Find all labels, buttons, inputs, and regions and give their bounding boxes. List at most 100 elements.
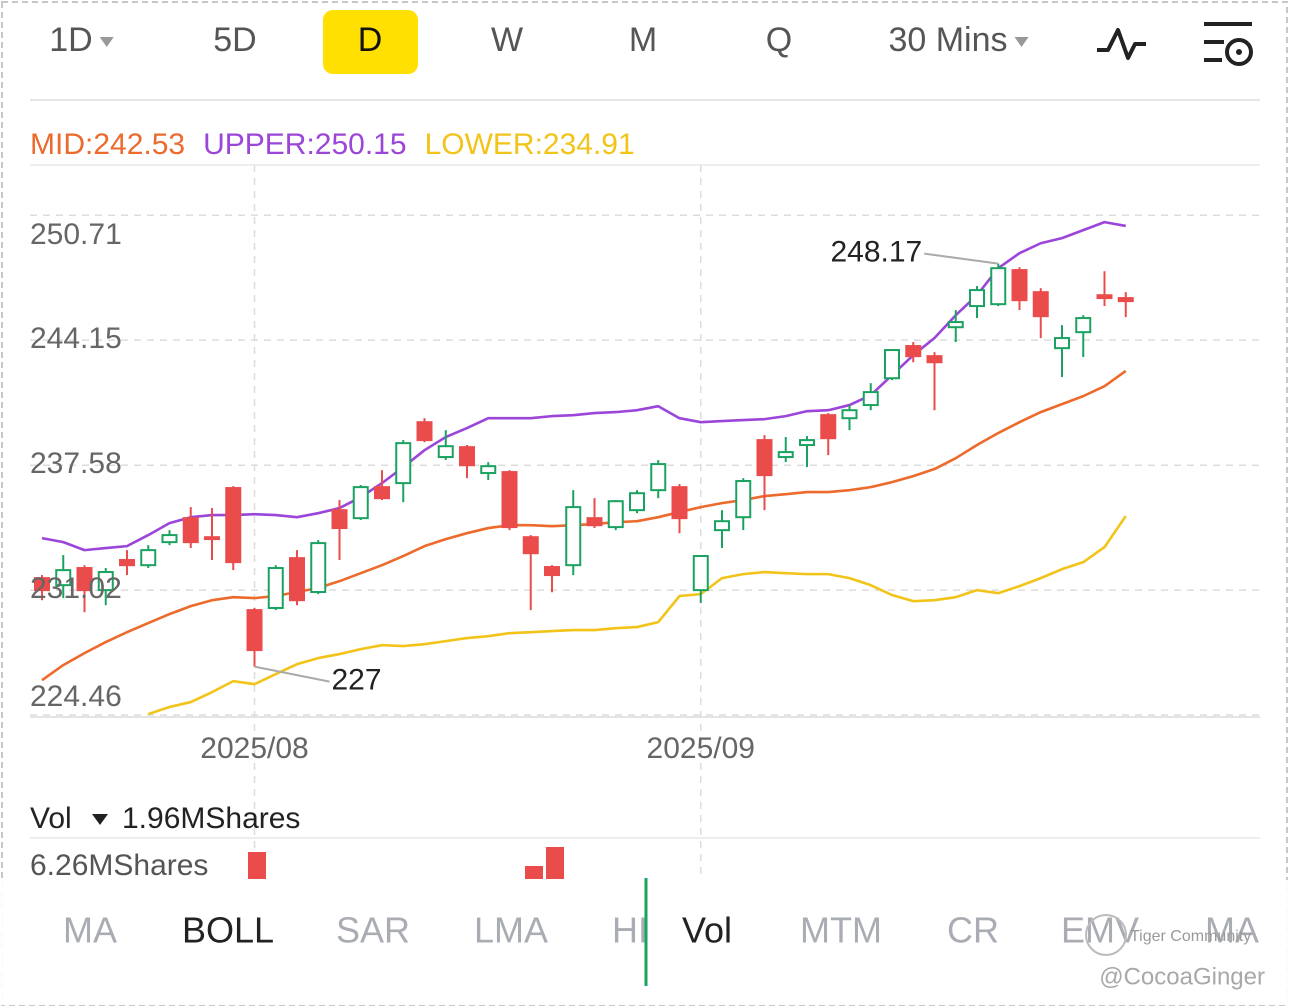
volume-label: Vol [30, 802, 72, 835]
candle-body [947, 321, 964, 329]
candle-body [650, 463, 667, 492]
candle [586, 498, 603, 529]
candle-body [1096, 294, 1113, 300]
volume-bar [525, 866, 543, 879]
candle-body [544, 566, 560, 577]
candle-body [204, 536, 220, 541]
candle [650, 460, 667, 499]
indicator-tab[interactable]: SAR [336, 910, 410, 951]
legend-name: MID: [30, 128, 93, 161]
watermark-logo [1085, 914, 1127, 956]
active-tab[interactable]: D [358, 21, 383, 59]
candle-body [714, 520, 730, 532]
candle-body [374, 486, 390, 500]
indicator-tab[interactable]: HI [612, 910, 648, 951]
candle-body [267, 567, 284, 610]
candle [947, 310, 964, 343]
candle-body [841, 409, 858, 420]
candle-body [969, 289, 985, 308]
candle-body [884, 349, 900, 380]
candle [374, 470, 390, 501]
candle [565, 490, 582, 576]
candle-body [331, 509, 348, 530]
icon-gear-center [1236, 49, 1242, 55]
candle [522, 535, 539, 611]
candle-body [1117, 297, 1134, 303]
candle [756, 435, 773, 511]
candle-body [1054, 337, 1070, 350]
legend-value: 250.15 [315, 128, 407, 161]
indicator-tab[interactable]: MTM [800, 910, 882, 951]
annotation-label: 227 [332, 664, 382, 697]
tab-dropdown [1014, 37, 1029, 47]
settings-icon[interactable] [1204, 22, 1253, 66]
candle [544, 565, 560, 593]
candle [395, 440, 412, 503]
volume-dropdown[interactable] [92, 814, 108, 825]
candle [969, 286, 985, 319]
volume-bar [248, 852, 266, 879]
tab[interactable]: W [491, 21, 523, 59]
x-tick-label: 2025/09 [647, 732, 755, 765]
candle-body [1032, 291, 1049, 318]
legend-value: 234.91 [543, 128, 635, 161]
candle-body [34, 577, 50, 592]
tab[interactable]: 5D [213, 21, 256, 59]
candle [1054, 325, 1070, 378]
candle [480, 462, 497, 481]
y-tick-label: 250.71 [30, 218, 122, 251]
candle [459, 445, 475, 479]
candle-body [799, 439, 815, 447]
volume-current: 1.96MShares [122, 802, 300, 835]
candle [97, 568, 114, 606]
candle [416, 418, 433, 443]
tab[interactable]: 30 Mins [888, 21, 1007, 59]
tab[interactable]: 1D [49, 21, 92, 59]
candle [437, 430, 454, 461]
candle-body [820, 414, 837, 440]
axis-labels: 224.46 231.02 237.58 244.15 250.71 2025/08 202… [30, 218, 755, 765]
candle-body [1075, 317, 1092, 334]
candle-body [55, 569, 72, 587]
tab[interactable]: Q [766, 21, 792, 59]
candle [501, 470, 518, 531]
y-tick-label: 244.15 [30, 322, 122, 355]
indicator-tab[interactable]: CR [947, 910, 999, 951]
candle-body [182, 517, 199, 544]
candle-body [97, 571, 114, 592]
annotations: 248.17 227 [254, 236, 999, 697]
candle-body [756, 439, 773, 477]
active-tab-bg [323, 10, 418, 74]
indicator-tab[interactable]: MA [63, 910, 117, 951]
candle-body [862, 391, 879, 407]
candle-body [140, 549, 157, 567]
grid [30, 165, 1260, 880]
candle [629, 490, 645, 514]
annotation-leader [924, 252, 999, 265]
band-line [41, 220, 1126, 552]
candle-body [990, 267, 1007, 306]
candle [310, 540, 327, 595]
y-tick-label: 231.02 [30, 572, 122, 605]
x-tick-label: 2025/08 [200, 732, 308, 765]
annotation-label: 248.17 [830, 236, 922, 269]
candle [267, 565, 284, 611]
candle [1117, 292, 1134, 318]
active-indicator-tab[interactable]: BOLL [182, 910, 274, 951]
icon-gear [1225, 38, 1253, 66]
toolbar: 1D 5D D W M Q 30 Mins [49, 10, 1029, 74]
candle [119, 550, 135, 576]
tab[interactable]: M [629, 21, 657, 59]
candle [1032, 288, 1049, 339]
candle-body [1011, 269, 1028, 302]
indicator-tab[interactable]: MA [1205, 910, 1259, 951]
active-indicator-tab[interactable]: Vol [682, 910, 732, 951]
indicator-icon[interactable] [1097, 28, 1146, 60]
candle-body [76, 567, 93, 592]
tab-dropdown [99, 37, 114, 47]
indicator-tab[interactable]: LMA [474, 910, 548, 951]
legend-value: 242.53 [93, 128, 185, 161]
candle [1096, 271, 1113, 307]
candle-body [735, 480, 752, 519]
